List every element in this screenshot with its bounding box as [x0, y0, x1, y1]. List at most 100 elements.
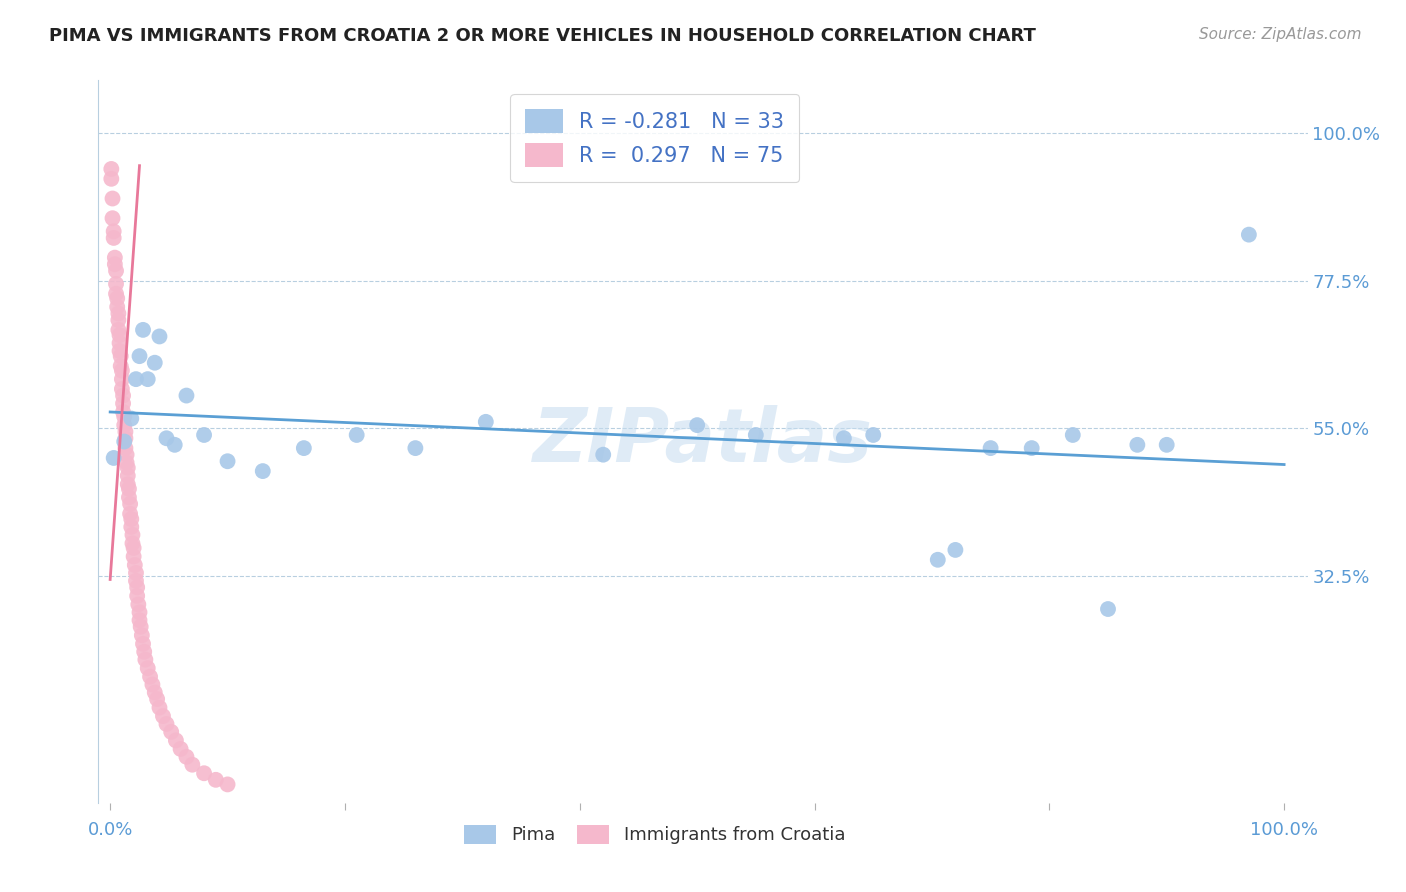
- Point: [110, 349, 132, 363]
- Point: [152, 709, 174, 723]
- Point: [117, 468, 139, 483]
- Point: [139, 670, 162, 684]
- Text: PIMA VS IMMIGRANTS FROM CROATIA 2 OR MORE VEHICLES IN HOUSEHOLD CORRELATION CHAR: PIMA VS IMMIGRANTS FROM CROATIA 2 OR MOR…: [49, 27, 1036, 45]
- Point: [217, 454, 239, 468]
- Point: [475, 415, 498, 429]
- Point: [155, 717, 177, 731]
- Point: [160, 724, 183, 739]
- Point: [155, 431, 177, 445]
- Point: [134, 645, 156, 659]
- Point: [104, 251, 127, 265]
- Point: [127, 589, 149, 603]
- Point: [346, 428, 368, 442]
- Point: [136, 661, 159, 675]
- Point: [104, 257, 127, 271]
- Point: [125, 566, 148, 580]
- Point: [120, 520, 142, 534]
- Point: [193, 766, 215, 780]
- Point: [169, 742, 191, 756]
- Text: ZIPatlas: ZIPatlas: [533, 405, 873, 478]
- Point: [832, 431, 855, 445]
- Point: [592, 448, 614, 462]
- Point: [114, 425, 136, 439]
- Point: [107, 306, 129, 320]
- Point: [148, 329, 170, 343]
- Point: [862, 428, 884, 442]
- Point: [112, 388, 135, 402]
- Point: [1021, 441, 1043, 455]
- Point: [108, 328, 131, 343]
- Point: [252, 464, 274, 478]
- Point: [176, 388, 198, 402]
- Point: [146, 692, 169, 706]
- Point: [103, 231, 125, 245]
- Point: [193, 428, 215, 442]
- Point: [127, 580, 149, 594]
- Point: [122, 541, 145, 555]
- Point: [120, 497, 142, 511]
- Point: [105, 300, 128, 314]
- Point: [117, 460, 139, 475]
- Point: [112, 405, 135, 419]
- Point: [107, 313, 129, 327]
- Point: [122, 549, 145, 564]
- Point: [101, 192, 124, 206]
- Point: [117, 477, 139, 491]
- Point: [127, 598, 149, 612]
- Point: [112, 409, 135, 424]
- Point: [143, 685, 166, 699]
- Point: [111, 372, 134, 386]
- Point: [163, 438, 186, 452]
- Point: [128, 605, 150, 619]
- Point: [204, 772, 226, 787]
- Point: [105, 264, 128, 278]
- Point: [129, 620, 152, 634]
- Point: [111, 382, 134, 396]
- Point: [143, 356, 166, 370]
- Point: [292, 441, 315, 455]
- Point: [105, 277, 128, 291]
- Point: [105, 286, 128, 301]
- Point: [114, 431, 136, 445]
- Point: [1097, 602, 1119, 616]
- Point: [124, 558, 146, 572]
- Point: [108, 343, 131, 358]
- Point: [120, 512, 142, 526]
- Point: [148, 700, 170, 714]
- Point: [128, 349, 150, 363]
- Text: Source: ZipAtlas.com: Source: ZipAtlas.com: [1198, 27, 1361, 42]
- Point: [745, 428, 768, 442]
- Point: [112, 434, 135, 449]
- Point: [132, 323, 155, 337]
- Point: [115, 456, 138, 470]
- Point: [404, 441, 426, 455]
- Point: [110, 359, 132, 373]
- Point: [1062, 428, 1084, 442]
- Point: [114, 441, 136, 455]
- Point: [165, 733, 187, 747]
- Point: [120, 411, 142, 425]
- Point: [108, 336, 131, 351]
- Point: [111, 363, 134, 377]
- Point: [112, 396, 135, 410]
- Point: [132, 637, 155, 651]
- Point: [686, 418, 709, 433]
- Point: [100, 161, 122, 176]
- Point: [217, 777, 239, 791]
- Point: [115, 448, 138, 462]
- Point: [131, 628, 153, 642]
- Point: [120, 507, 142, 521]
- Point: [107, 323, 129, 337]
- Point: [927, 553, 949, 567]
- Point: [176, 749, 198, 764]
- Point: [121, 528, 143, 542]
- Point: [980, 441, 1002, 455]
- Point: [100, 171, 122, 186]
- Point: [125, 372, 148, 386]
- Point: [1237, 227, 1260, 242]
- Point: [101, 211, 124, 226]
- Point: [1156, 438, 1178, 452]
- Point: [112, 418, 135, 433]
- Point: [181, 757, 204, 772]
- Point: [121, 536, 143, 550]
